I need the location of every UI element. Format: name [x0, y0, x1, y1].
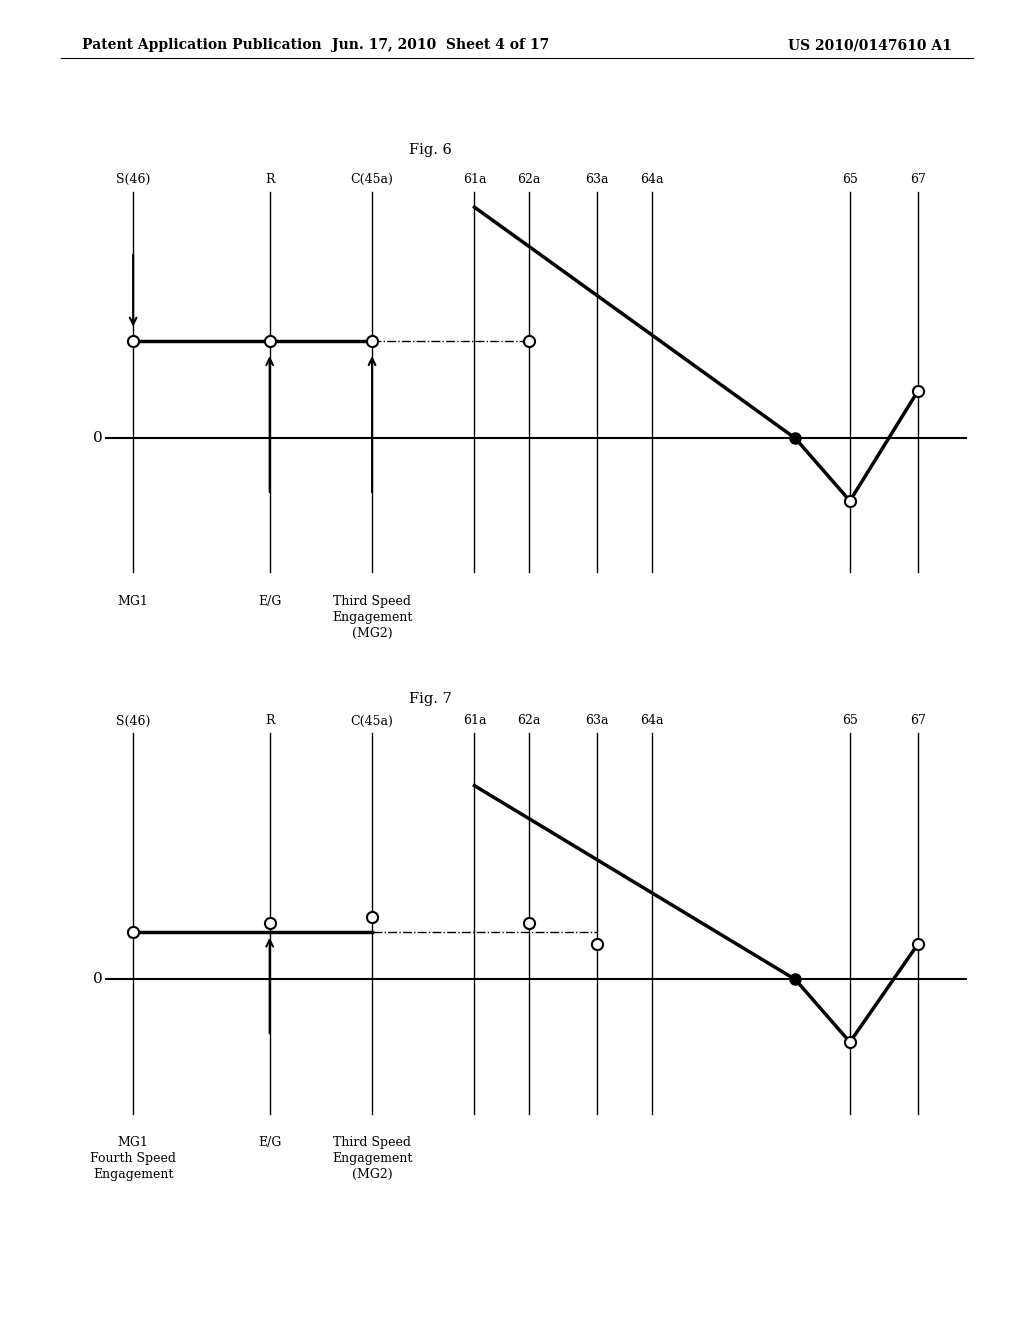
Text: 61a: 61a	[463, 714, 486, 727]
Text: 0: 0	[92, 973, 102, 986]
Text: C(45a): C(45a)	[350, 714, 393, 727]
Text: R: R	[265, 173, 274, 186]
Text: Third Speed
Engagement
(MG2): Third Speed Engagement (MG2)	[332, 595, 413, 640]
Text: US 2010/0147610 A1: US 2010/0147610 A1	[788, 38, 952, 53]
Text: C(45a): C(45a)	[350, 173, 393, 186]
Text: 61a: 61a	[463, 173, 486, 186]
Text: 67: 67	[910, 714, 926, 727]
Text: S(46): S(46)	[116, 714, 151, 727]
Text: 0: 0	[92, 432, 102, 445]
Text: E/G: E/G	[258, 595, 282, 607]
Text: R: R	[265, 714, 274, 727]
Text: 67: 67	[910, 173, 926, 186]
Text: E/G: E/G	[258, 1137, 282, 1148]
Text: 65: 65	[842, 714, 858, 727]
Text: 62a: 62a	[517, 173, 541, 186]
Text: 64a: 64a	[640, 173, 664, 186]
Text: Jun. 17, 2010  Sheet 4 of 17: Jun. 17, 2010 Sheet 4 of 17	[332, 38, 549, 53]
Text: MG1
Fourth Speed
Engagement: MG1 Fourth Speed Engagement	[90, 1137, 176, 1181]
Text: S(46): S(46)	[116, 173, 151, 186]
Text: 63a: 63a	[586, 714, 609, 727]
Text: 65: 65	[842, 173, 858, 186]
Text: 62a: 62a	[517, 714, 541, 727]
Text: 64a: 64a	[640, 714, 664, 727]
Text: Fig. 7: Fig. 7	[409, 692, 452, 706]
Text: MG1: MG1	[118, 595, 148, 607]
Text: Third Speed
Engagement
(MG2): Third Speed Engagement (MG2)	[332, 1137, 413, 1181]
Text: Fig. 6: Fig. 6	[409, 143, 452, 157]
Text: 63a: 63a	[586, 173, 609, 186]
Text: Patent Application Publication: Patent Application Publication	[82, 38, 322, 53]
